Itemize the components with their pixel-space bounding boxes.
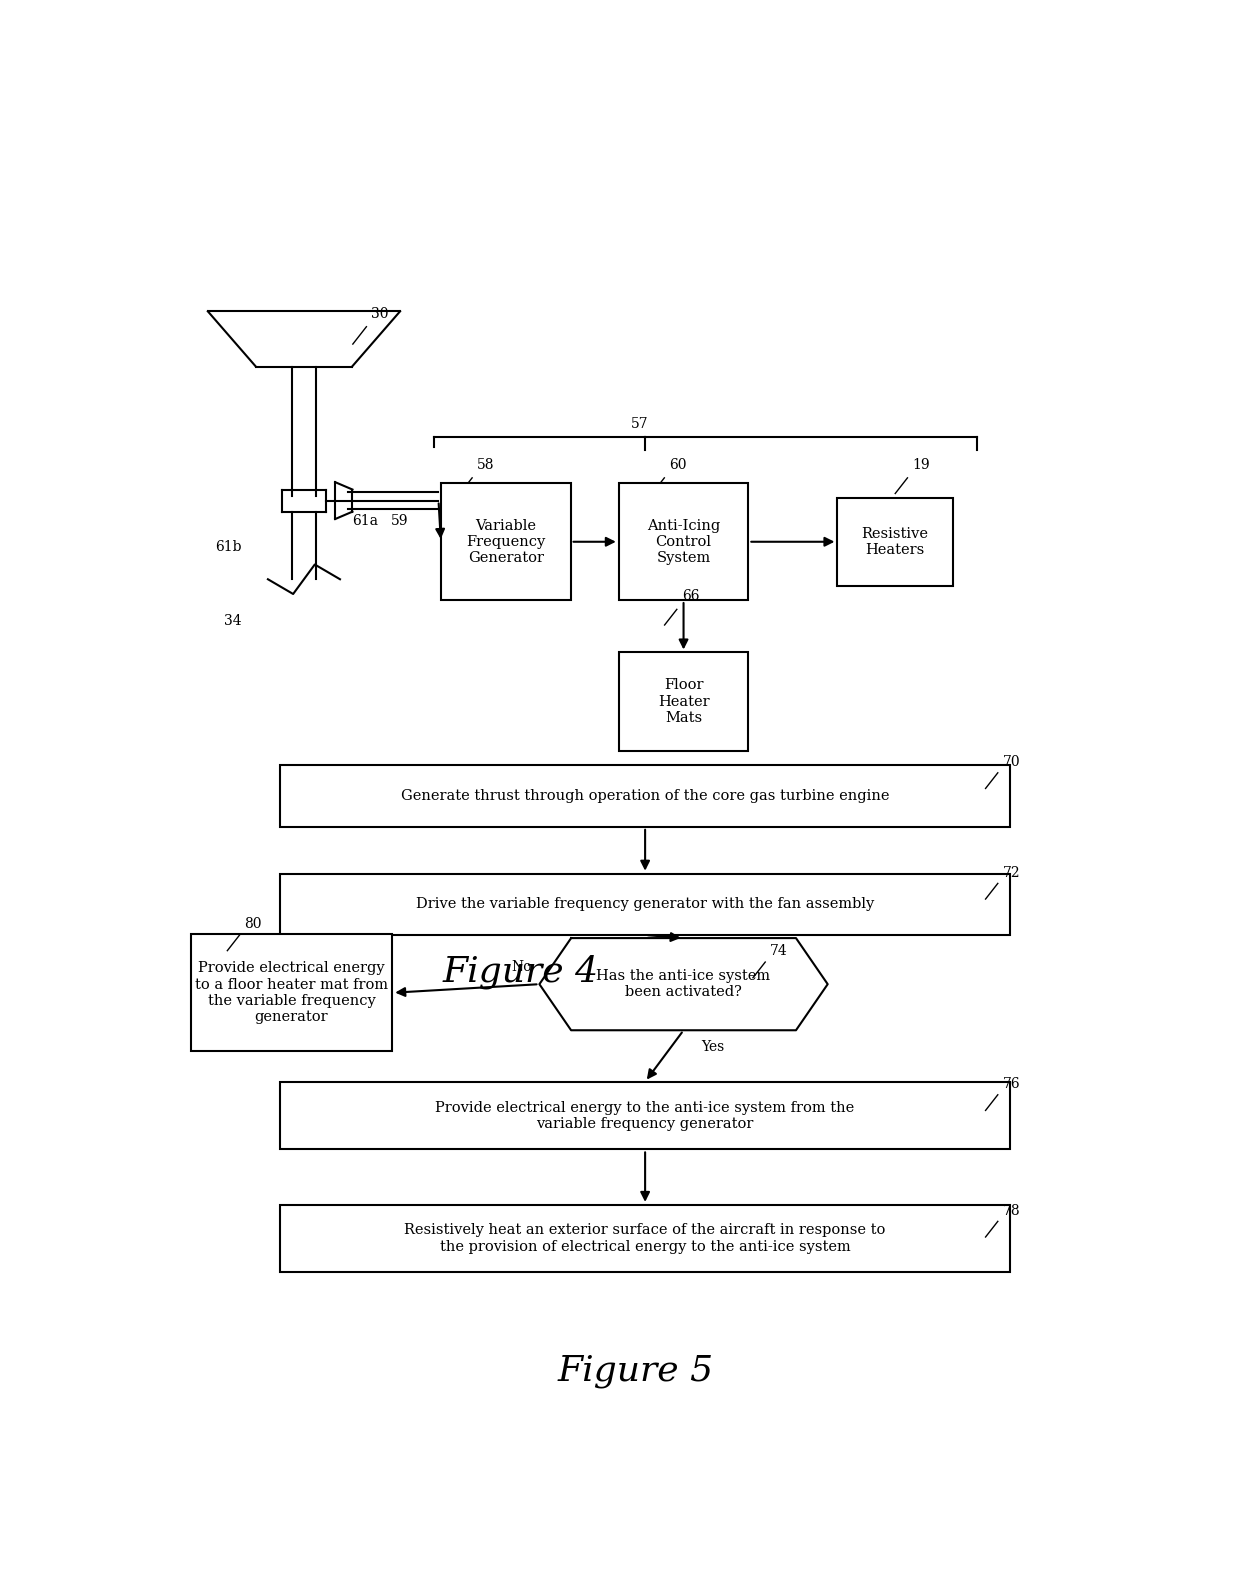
Text: 57: 57 (631, 417, 649, 431)
Text: 61b: 61b (216, 539, 242, 554)
Text: Provide electrical energy
to a floor heater mat from
the variable frequency
gene: Provide electrical energy to a floor hea… (195, 961, 388, 1025)
FancyBboxPatch shape (837, 498, 952, 586)
Text: 34: 34 (224, 614, 242, 627)
Text: Generate thrust through operation of the core gas turbine engine: Generate thrust through operation of the… (401, 788, 889, 803)
Text: 58: 58 (477, 458, 495, 472)
Text: Resistively heat an exterior surface of the aircraft in response to
the provisio: Resistively heat an exterior surface of … (404, 1224, 885, 1254)
FancyBboxPatch shape (280, 1082, 1011, 1149)
Text: Figure 5: Figure 5 (558, 1355, 713, 1389)
Text: 61a: 61a (352, 514, 378, 528)
Text: Resistive
Heaters: Resistive Heaters (862, 527, 929, 557)
Text: 78: 78 (1003, 1203, 1021, 1218)
FancyBboxPatch shape (280, 766, 1011, 827)
FancyBboxPatch shape (280, 1205, 1011, 1272)
Text: 30: 30 (371, 306, 388, 321)
FancyBboxPatch shape (191, 934, 392, 1052)
Text: 59: 59 (391, 514, 408, 528)
Text: 76: 76 (1003, 1077, 1021, 1092)
Text: Anti-Icing
Control
System: Anti-Icing Control System (647, 519, 720, 565)
Text: 72: 72 (1003, 865, 1021, 879)
Text: 70: 70 (1003, 755, 1021, 769)
Text: 74: 74 (770, 945, 787, 958)
Text: Provide electrical energy to the anti-ice system from the
variable frequency gen: Provide electrical energy to the anti-ic… (435, 1101, 854, 1132)
FancyBboxPatch shape (441, 484, 570, 600)
Text: No: No (511, 961, 532, 974)
Text: Has the anti-ice system
been activated?: Has the anti-ice system been activated? (596, 969, 770, 999)
Text: Drive the variable frequency generator with the fan assembly: Drive the variable frequency generator w… (415, 897, 874, 911)
FancyBboxPatch shape (619, 653, 749, 750)
FancyBboxPatch shape (280, 873, 1011, 935)
Text: Floor
Heater
Mats: Floor Heater Mats (657, 678, 709, 725)
Text: 80: 80 (244, 918, 262, 932)
Text: 66: 66 (682, 589, 699, 603)
Text: 60: 60 (670, 458, 687, 472)
Text: 19: 19 (913, 458, 930, 472)
Text: Variable
Frequency
Generator: Variable Frequency Generator (466, 519, 546, 565)
Text: Figure 4: Figure 4 (443, 954, 598, 990)
Text: Yes: Yes (701, 1041, 724, 1053)
FancyBboxPatch shape (619, 484, 749, 600)
